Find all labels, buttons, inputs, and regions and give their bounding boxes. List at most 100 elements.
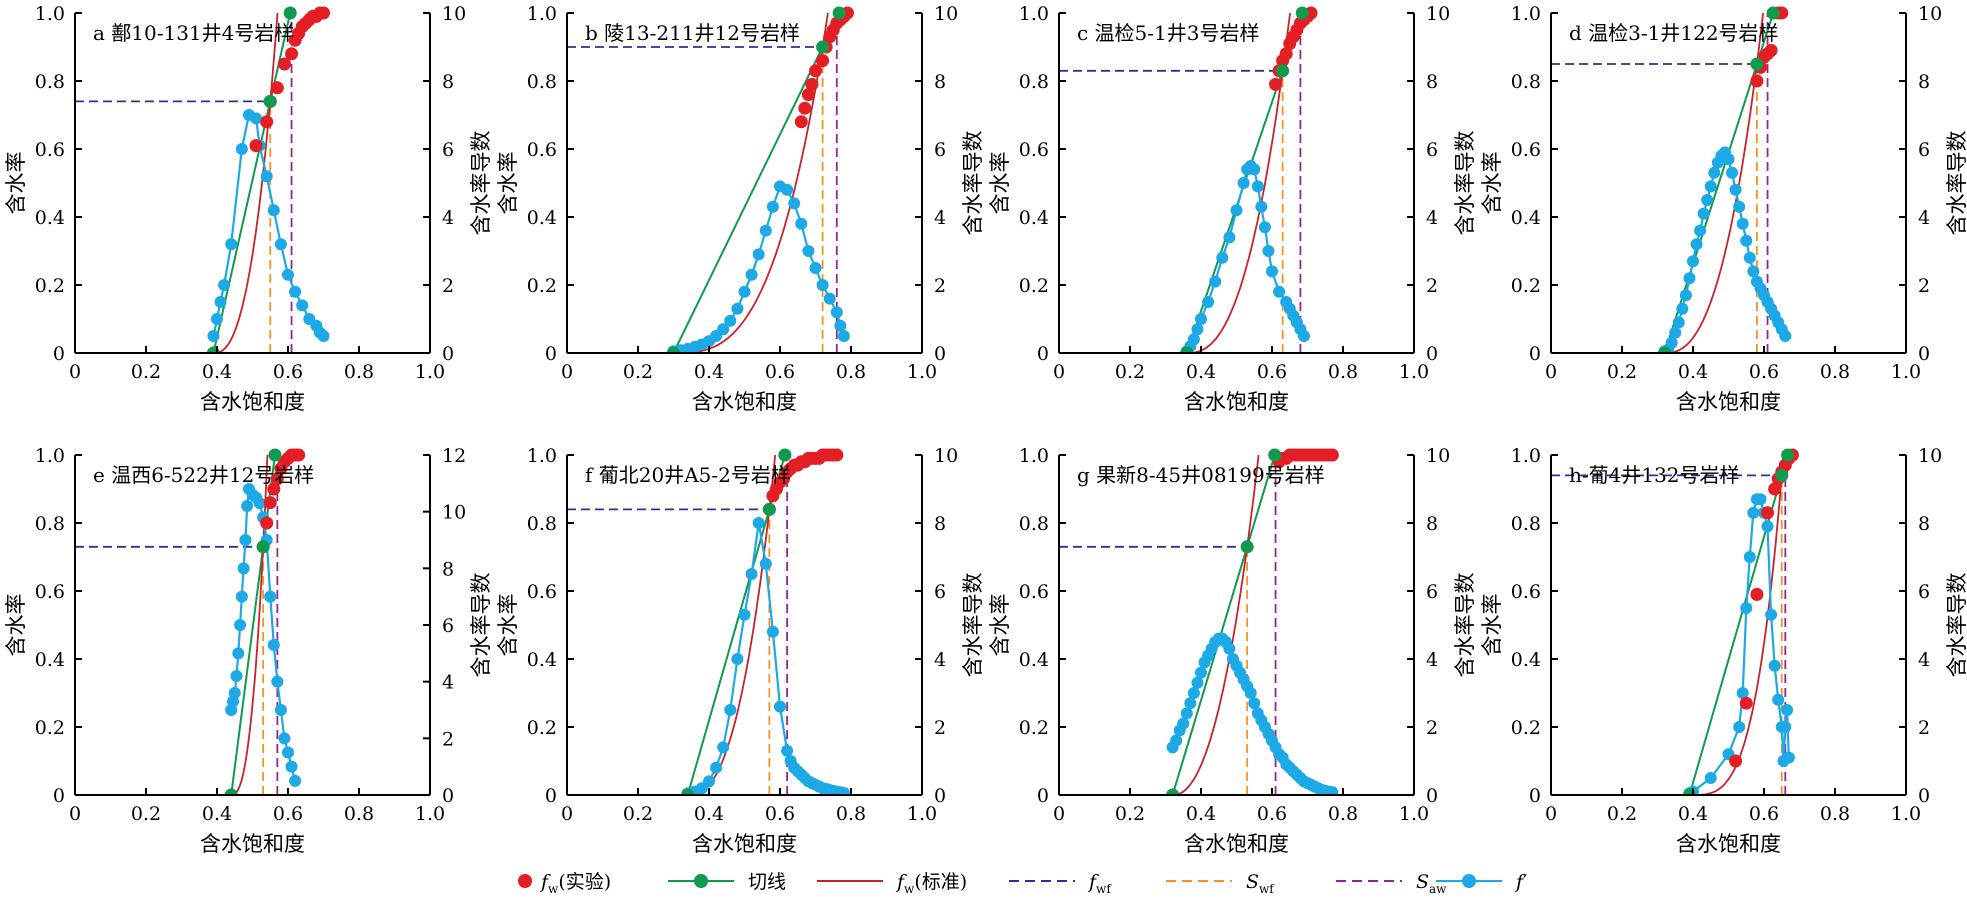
y2-axis-label: 含水率导数 [1945,131,1967,236]
y-tick-label: 1.0 [527,445,557,467]
legend-item-fwf: fwf [1009,871,1112,896]
fw-standard-curve [1186,12,1291,353]
y-tick-label: 0.4 [1019,649,1049,671]
y-tick-label: 1.0 [35,445,65,467]
dfw-point [816,279,829,291]
y2-tick-label: 4 [442,207,454,229]
fw-exp-point [816,54,830,68]
x-tick-label: 0.4 [202,361,232,383]
dfw-point [289,774,302,787]
dfw-point [1191,323,1204,336]
y2-axis-label: 含水率导数 [961,131,985,236]
y-tick-label: 1.0 [1019,445,1049,467]
x-tick-label: 1.0 [1891,361,1921,383]
plot-area [75,6,330,353]
x-tick-label: 1.0 [1891,803,1921,825]
dfw-point [296,299,309,312]
dfw-point [1187,333,1200,346]
fw-exp-point [1325,448,1339,462]
dfw-point [260,170,273,183]
legend-label: fwf [1087,871,1112,896]
y-tick-label: 0.2 [527,717,557,739]
y-axis-label: 含水率 [1480,152,1504,215]
dfw-point [230,670,243,682]
dfw-point [264,590,277,603]
legend-marker [1462,874,1476,888]
y2-tick-label: 8 [1918,513,1930,535]
tangent-point-start [681,788,695,795]
x-axis-label: 含水饱和度 [200,390,305,414]
fw-exp-point [1750,74,1764,88]
y-tick-label: 0.8 [1511,71,1541,93]
y2-tick-label: 2 [1426,717,1438,739]
dfw-point [1701,194,1714,206]
legend-item-swf: Swf [1166,871,1275,896]
x-tick-label: 0.4 [694,803,724,825]
x-tick-label: 0 [561,803,573,825]
fw-exp-point [794,115,808,129]
y-tick-label: 0.4 [35,649,65,671]
dfw-point [1248,697,1261,710]
plot-area [1551,6,1792,353]
panel-title: a 鄯10-131井4号岩样 [93,21,294,45]
y-tick-label: 0.8 [527,513,557,535]
y-tick-label: 0.4 [527,207,557,229]
legend-item-saw: Saw [1336,871,1447,896]
x-tick-label: 0.8 [344,361,374,383]
tangent-point-top [283,6,297,20]
dfw-point [1223,231,1236,244]
dfw-point [289,285,302,298]
y2-tick-label: 6 [934,581,946,603]
legend: fw(实验) 切线 fw(标准) fwf Swf Saw f′ [518,871,1527,896]
fw-exp-point [1739,696,1753,710]
y2-tick-label: 6 [1918,139,1930,161]
y2-tick-label: 10 [934,445,958,467]
y2-tick-label: 2 [934,717,946,739]
dfw-point [1683,272,1696,285]
axes [74,454,431,796]
dfw-point [1687,255,1699,268]
x-tick-label: 0.6 [765,361,795,383]
dfw-line [1689,498,1790,795]
y2-tick-label: 6 [442,615,454,637]
dfw-point [1736,687,1749,699]
fw-standard-curve [687,454,777,795]
fw-exp-point [830,448,844,462]
dfw-point [781,744,794,757]
dfw-point [225,238,238,251]
y-tick-label: 0.6 [35,581,65,603]
y-tick-label: 0 [1037,785,1049,807]
dfw-point [795,217,808,230]
panel-title: d 温检3-1井122号岩样 [1569,21,1779,45]
dfw-point [1223,642,1236,655]
y2-tick-label: 8 [1918,71,1930,93]
x-tick-label: 1.0 [415,803,445,825]
y2-tick-label: 8 [442,558,454,580]
y-tick-label: 0.6 [1019,581,1049,603]
y2-tick-label: 8 [934,513,946,535]
y2-tick-label: 10 [1426,3,1450,25]
panel-title: h-葡4井132号岩样 [1569,463,1740,487]
dfw-point [724,314,737,327]
x-tick-label: 0.8 [1328,803,1358,825]
x-tick-label: 0.4 [1678,803,1708,825]
dfw-point [752,517,765,529]
x-tick-label: 0.6 [273,803,303,825]
tangent-point-front [1240,540,1254,554]
y2-tick-label: 6 [934,139,946,161]
fw-exp-point [270,472,284,486]
dfw-point [267,204,280,217]
y2-tick-label: 4 [934,649,946,671]
dfw-point [1747,506,1760,519]
fw-exp-point [317,6,330,20]
dfw-point [837,786,850,795]
x-tick-label: 0.6 [1749,803,1779,825]
y2-tick-label: 4 [1918,649,1930,671]
dfw-point [1733,721,1746,733]
dfw-point [759,557,772,570]
fw-exp-point [285,47,299,61]
x-tick-label: 0.8 [836,803,866,825]
dfw-point [766,625,779,638]
dfw-point [1743,251,1756,264]
